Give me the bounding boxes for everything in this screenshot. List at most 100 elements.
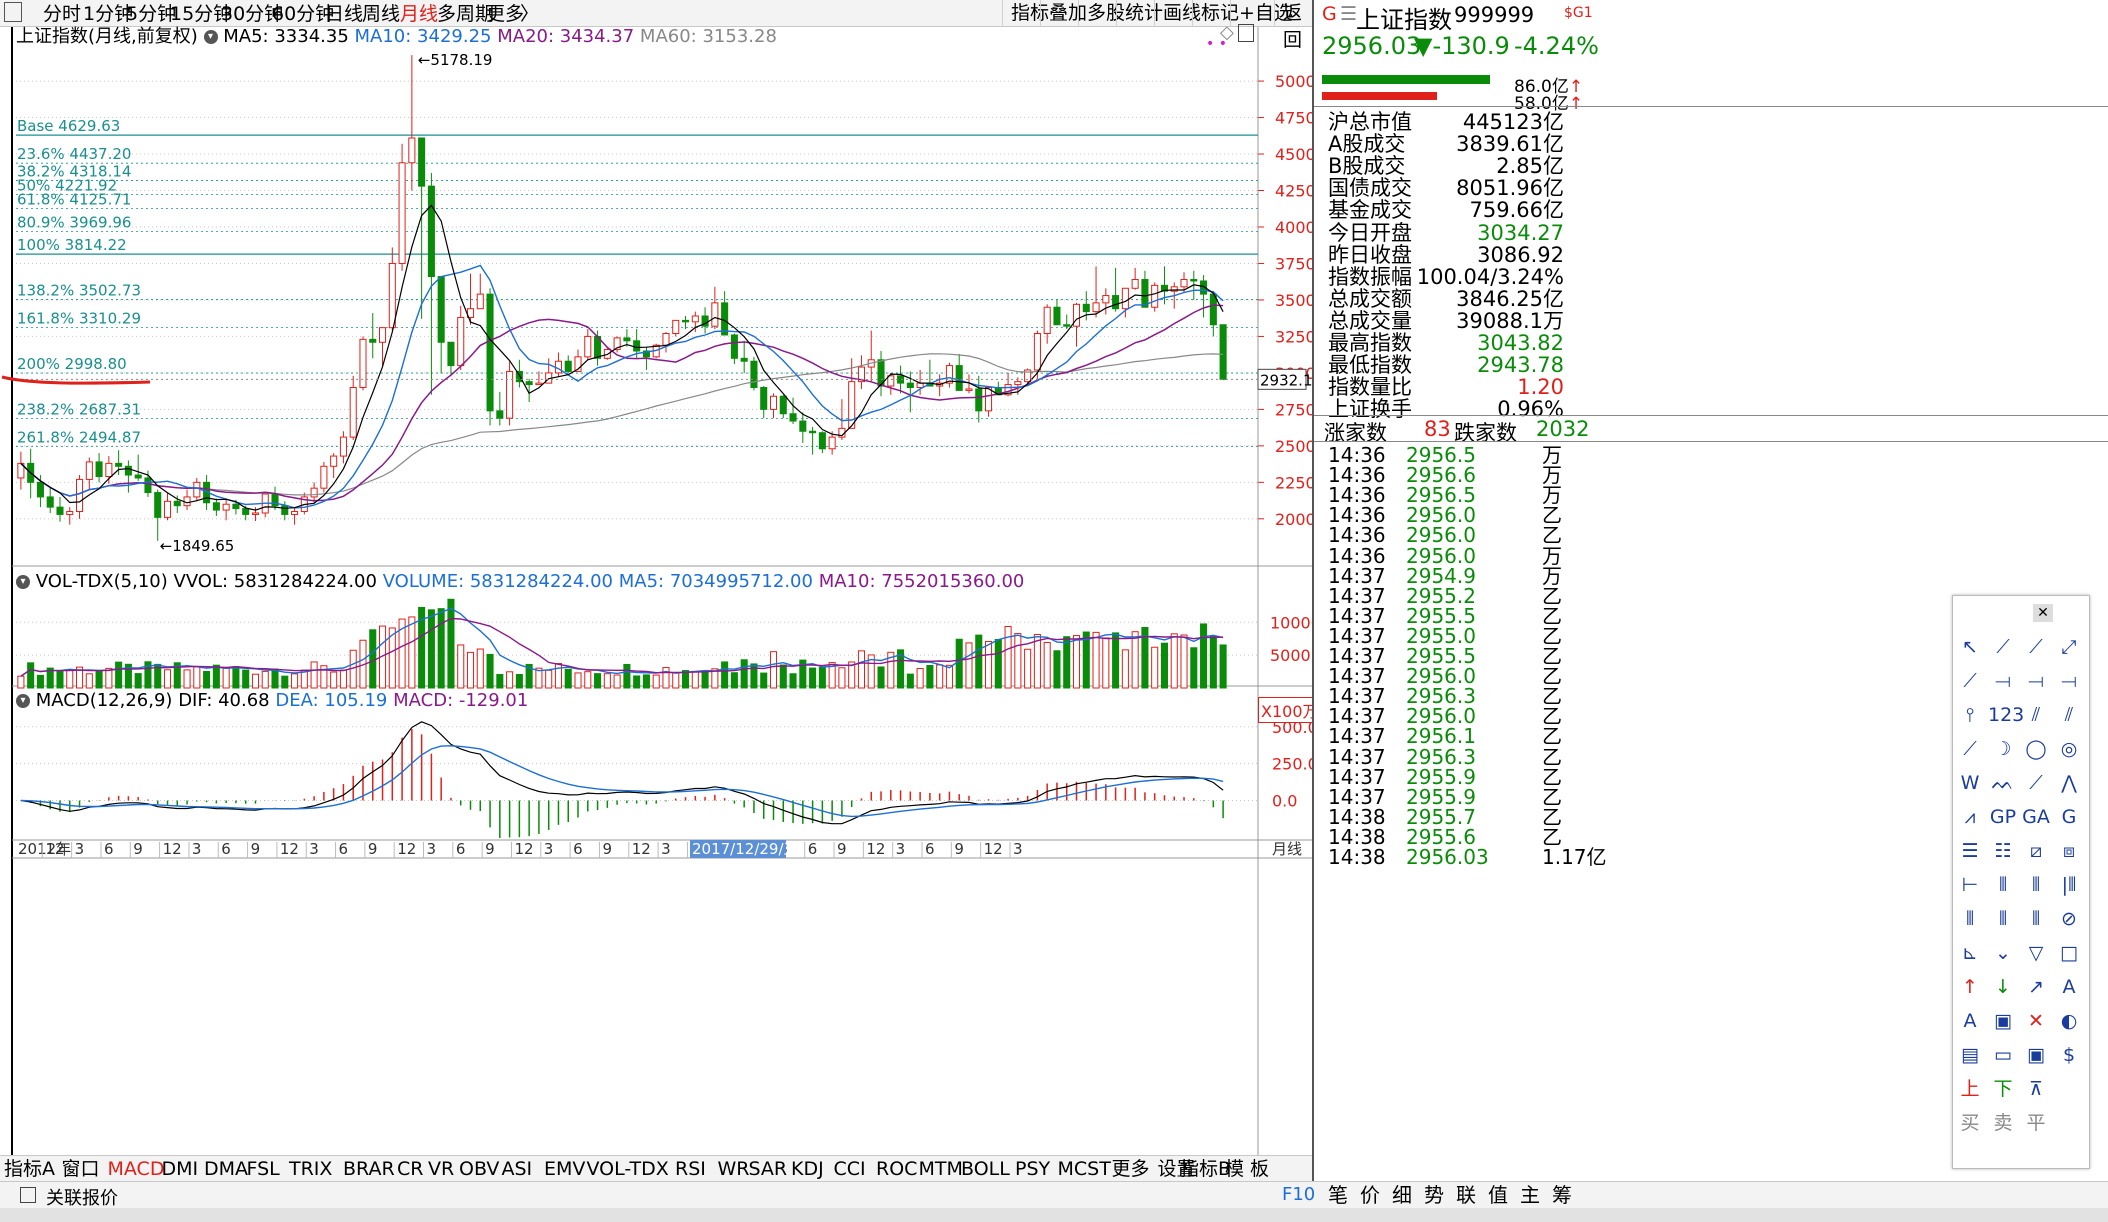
palette-tool-icon[interactable]: GP: [1989, 806, 2017, 828]
palette-tool-icon[interactable]: ⊢: [1961, 874, 1979, 896]
close-icon[interactable]: ✕: [2033, 604, 2053, 622]
palette-tool-icon[interactable]: ☷: [1994, 840, 2012, 862]
diamond-icon[interactable]: ◇: [1220, 22, 1234, 43]
indicator-tab[interactable]: DMI: [161, 1158, 199, 1180]
toolbar-stats[interactable]: 统计: [1116, 0, 1171, 27]
palette-tool-icon[interactable]: ↗: [2028, 976, 2044, 998]
toolbar-indicator[interactable]: 指标: [1002, 0, 1057, 27]
toolbar-draw[interactable]: 画线: [1154, 0, 1209, 27]
period-tab-day[interactable]: 日线: [325, 3, 364, 25]
period-tab-15min[interactable]: 15分钟: [170, 3, 233, 25]
toolbar-add-watchlist[interactable]: +自选: [1230, 0, 1301, 27]
indicator-tab[interactable]: 设置: [1157, 1158, 1196, 1180]
chevron-down-icon[interactable]: ▾: [16, 575, 30, 589]
palette-tool-icon[interactable]: W: [1960, 772, 1980, 794]
palette-tool-icon[interactable]: GA: [2022, 806, 2050, 828]
palette-tool-icon[interactable]: ⤢: [2061, 636, 2077, 658]
palette-tool-icon[interactable]: A: [2062, 976, 2076, 998]
indicator-tab[interactable]: TRIX: [289, 1158, 333, 1180]
palette-tool-icon[interactable]: ⦀: [1998, 908, 2008, 930]
palette-tool-icon[interactable]: 平: [2026, 1112, 2046, 1134]
palette-tool-icon[interactable]: ▽: [2028, 942, 2044, 964]
period-tab-30min[interactable]: 30分钟: [221, 3, 284, 25]
palette-tool-icon[interactable]: ⧄: [2029, 840, 2043, 862]
palette-tool-icon[interactable]: ⟞: [1995, 670, 2011, 692]
chevron-right-icon[interactable]: 〉: [520, 3, 540, 25]
indicator-tab-right[interactable]: 指标B: [1180, 1158, 1232, 1180]
indicator-tab[interactable]: BRAR: [343, 1158, 395, 1180]
palette-tool-icon[interactable]: ⟞: [2028, 670, 2044, 692]
indicator-tab[interactable]: 窗口: [61, 1158, 100, 1180]
quote-tab[interactable]: 势: [1424, 1183, 1444, 1207]
palette-tool-icon[interactable]: A: [1963, 1010, 1977, 1032]
quote-tab[interactable]: 价: [1360, 1183, 1380, 1207]
palette-tool-icon[interactable]: ◯: [2025, 738, 2047, 760]
palette-tool-icon[interactable]: ⋀: [2061, 772, 2077, 794]
palette-tool-icon[interactable]: |⦀: [2061, 874, 2077, 896]
panel-toggle-icon[interactable]: [1238, 24, 1254, 42]
toolbar-overlay[interactable]: 叠加: [1040, 0, 1095, 27]
indicator-tab[interactable]: EMV: [544, 1158, 586, 1180]
palette-tool-icon[interactable]: 下: [1993, 1078, 2013, 1100]
palette-tool-icon[interactable]: ⦀: [1965, 908, 1975, 930]
indicator-tab[interactable]: WR: [717, 1158, 750, 1180]
palette-tool-icon[interactable]: ◐: [2060, 1010, 2078, 1032]
palette-tool-icon[interactable]: ☽: [1994, 738, 2012, 760]
palette-tool-icon[interactable]: ⦀: [2031, 908, 2041, 930]
period-tab-multi[interactable]: 多周期: [437, 3, 495, 25]
palette-tool-icon[interactable]: ▣: [2027, 1044, 2045, 1066]
palette-tool-icon[interactable]: ⫯: [1965, 704, 1975, 726]
palette-tool-icon[interactable]: ⊼: [2029, 1078, 2043, 1100]
chevron-down-icon[interactable]: ▾: [203, 30, 218, 44]
palette-tool-icon[interactable]: ⊾: [1962, 942, 1978, 964]
indicator-tab[interactable]: FSL: [246, 1158, 280, 1180]
palette-tool-icon[interactable]: ⟞: [2061, 670, 2077, 692]
toolbar-mark[interactable]: 标记: [1192, 0, 1247, 27]
palette-tool-icon[interactable]: ⟋: [2029, 636, 2043, 658]
period-tab-5min[interactable]: 5分钟: [126, 3, 177, 25]
period-tab-60min[interactable]: 60分钟: [272, 3, 335, 25]
kline-chart[interactable]: 2000225025002750300032503500375040004250…: [0, 0, 1312, 1155]
palette-tool-icon[interactable]: ⟋: [2029, 772, 2043, 794]
palette-tool-icon[interactable]: ☰: [1961, 840, 1979, 862]
palette-tool-icon[interactable]: ⟋: [1996, 636, 2010, 658]
toolbar-multistock[interactable]: 多股: [1078, 0, 1133, 27]
quote-tab[interactable]: 筹: [1552, 1183, 1572, 1207]
indicator-tab[interactable]: 指标A: [4, 1158, 55, 1180]
palette-tool-icon[interactable]: [2054, 1108, 2084, 1138]
palette-tool-icon[interactable]: 上: [1960, 1078, 1980, 1100]
palette-tool-icon[interactable]: ⦀: [2031, 874, 2041, 896]
palette-tool-icon[interactable]: ↑: [1962, 976, 1978, 998]
indicator-tab[interactable]: 更多: [1111, 1158, 1150, 1180]
palette-tool-icon[interactable]: ▭: [1994, 1044, 2012, 1066]
indicator-tab[interactable]: SAR: [748, 1158, 788, 1180]
indicator-tab[interactable]: BOLL: [961, 1158, 1010, 1180]
related-quote-label[interactable]: 关联报价: [46, 1188, 118, 1209]
palette-tool-icon[interactable]: ⌄: [1995, 942, 2011, 964]
toolbar-back[interactable]: 返回: [1274, 0, 1312, 51]
indicator-tab[interactable]: RSI: [675, 1158, 706, 1180]
quote-tab[interactable]: 主: [1520, 1183, 1540, 1207]
indicator-tab[interactable]: MTM: [918, 1158, 963, 1180]
palette-tool-icon[interactable]: ✕: [2028, 1010, 2044, 1032]
period-tab-more[interactable]: 更多: [486, 3, 525, 25]
indicator-tab-right[interactable]: 模 板: [1225, 1158, 1270, 1180]
indicator-tab[interactable]: DMA: [204, 1158, 249, 1180]
palette-tool-icon[interactable]: ⫽: [2064, 704, 2074, 726]
indicator-tab[interactable]: PSY: [1015, 1158, 1051, 1180]
palette-tool-icon[interactable]: ↖: [1962, 636, 1978, 658]
indicator-tab[interactable]: MCST: [1057, 1158, 1111, 1180]
palette-tool-icon[interactable]: ▤: [1961, 1044, 1979, 1066]
menu-icon[interactable]: ☰: [1340, 3, 1358, 25]
palette-tool-icon[interactable]: ⦀: [1998, 874, 2008, 896]
palette-tool-icon[interactable]: [2054, 1074, 2084, 1104]
period-tab-week[interactable]: 周线: [362, 3, 401, 25]
palette-tool-icon[interactable]: $: [2062, 1044, 2076, 1066]
sidebar-toggle-icon[interactable]: [4, 2, 22, 22]
palette-tool-icon[interactable]: ⩘: [1964, 806, 1976, 828]
palette-tool-icon[interactable]: ▣: [1994, 1010, 2012, 1032]
palette-tool-icon[interactable]: ⟋: [1963, 738, 1977, 760]
quote-tab[interactable]: 细: [1392, 1183, 1412, 1207]
indicator-tab[interactable]: VR: [428, 1158, 455, 1180]
quote-tab[interactable]: 联: [1456, 1183, 1476, 1207]
